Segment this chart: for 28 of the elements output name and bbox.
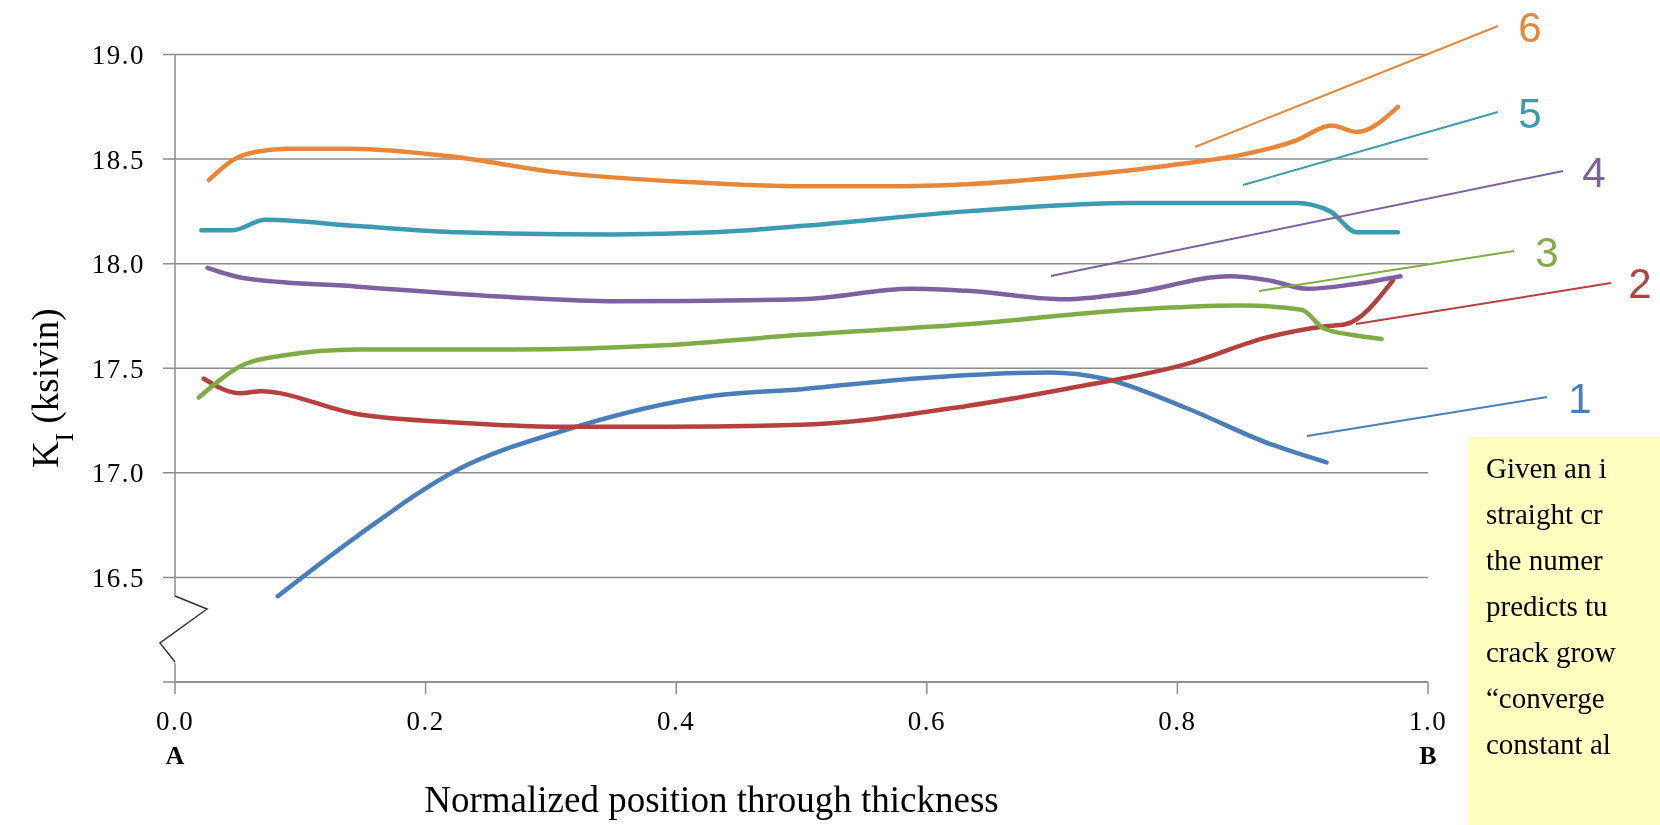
text: Given an i straight cr the numer predicts tu crack grow “converge constant al: [1486, 452, 1616, 760]
y-tick-label: 17.0: [91, 458, 145, 489]
x-tick-label: 0.8: [1158, 706, 1197, 736]
line-series: [206, 104, 1401, 189]
line-series: [205, 265, 1403, 304]
x-tick-label: 1.0: [1408, 706, 1448, 736]
x-tick-label: 0.2: [406, 706, 445, 736]
x-tick-label: 0.4: [657, 706, 696, 736]
y-tick-label: 16.5: [91, 562, 145, 593]
line-series: [275, 370, 1329, 599]
text: 2: [1628, 259, 1652, 307]
text: A: [165, 741, 185, 770]
line-series: [196, 303, 1384, 400]
x-axis-title: Normalized position through thickness: [424, 779, 999, 820]
text: 5: [1518, 89, 1542, 137]
y-tick-label: 19.0: [91, 39, 145, 70]
y-tick-label: 17.5: [91, 353, 145, 384]
y-tick-label: 18.0: [91, 249, 145, 280]
y-tick-label: 18.5: [91, 144, 145, 175]
x-tick-label: 0.0: [155, 706, 195, 736]
text: 1: [1568, 374, 1592, 422]
line-series: [199, 200, 1401, 237]
x-tick-label: 0.6: [907, 706, 946, 736]
text: 3: [1535, 228, 1559, 276]
line-series: [201, 278, 1396, 430]
text: B: [1419, 741, 1437, 770]
text: 4: [1582, 148, 1606, 196]
text: 6: [1518, 3, 1542, 51]
